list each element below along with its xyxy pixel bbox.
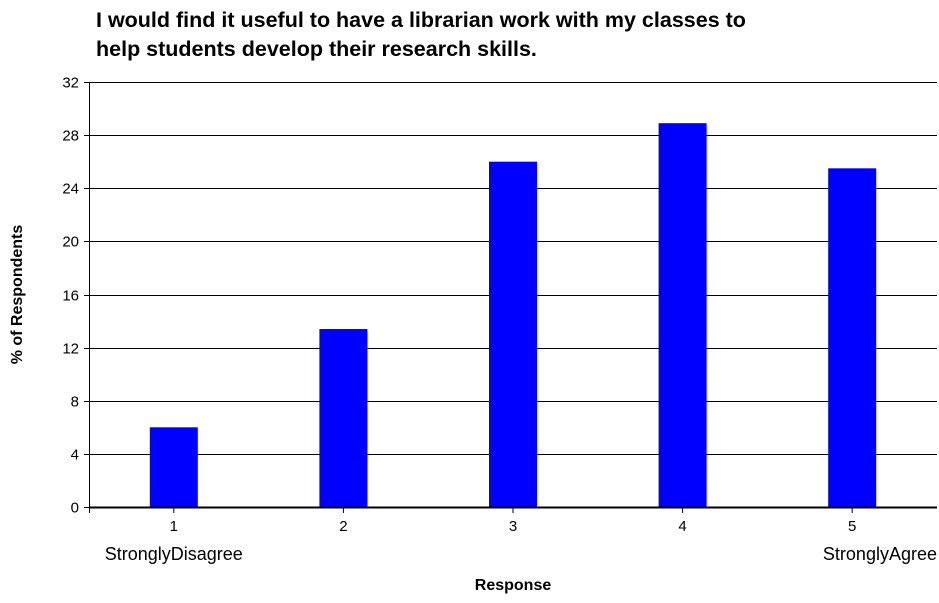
- y-tick-label: 20: [62, 234, 79, 251]
- x-tick-label: 4: [678, 518, 686, 535]
- axes: [84, 82, 937, 513]
- y-tick-label: 32: [62, 75, 79, 92]
- x-category-sublabel: StronglyAgree: [823, 544, 937, 564]
- y-tick-label: 28: [62, 128, 79, 145]
- chart-title-line-2: help students develop their research ski…: [96, 37, 537, 61]
- bars: [149, 123, 877, 507]
- x-axis-title: Response: [475, 577, 552, 594]
- y-tick-label: 0: [71, 500, 79, 517]
- y-tick-label: 8: [71, 394, 79, 411]
- x-tick-label: 1: [170, 518, 178, 535]
- y-axis-title: % of Respondents: [9, 225, 26, 365]
- bar-2: [319, 329, 368, 507]
- x-category-sublabel: StronglyDisagree: [105, 544, 243, 564]
- y-tick-label: 16: [62, 288, 79, 305]
- bar-1: [149, 427, 198, 507]
- chart-title: I would find it useful to have a librari…: [96, 6, 896, 64]
- x-tick-label: 5: [848, 518, 856, 535]
- y-tick-label: 24: [62, 181, 79, 198]
- axis-labels: 0 4 8 12 16 20 24 28 32 1 StronglyDisagree 2 3 4 5 Stro…: [62, 75, 937, 565]
- bar-3: [489, 161, 537, 507]
- chart-title-line-1: I would find it useful to have a librari…: [96, 8, 746, 32]
- y-tick-label: 12: [62, 341, 79, 358]
- bar-5: [828, 168, 877, 507]
- bar-4: [658, 123, 707, 507]
- x-tick-label: 2: [339, 518, 347, 535]
- y-tick-label: 4: [71, 447, 79, 464]
- x-tick-label: 3: [509, 518, 517, 535]
